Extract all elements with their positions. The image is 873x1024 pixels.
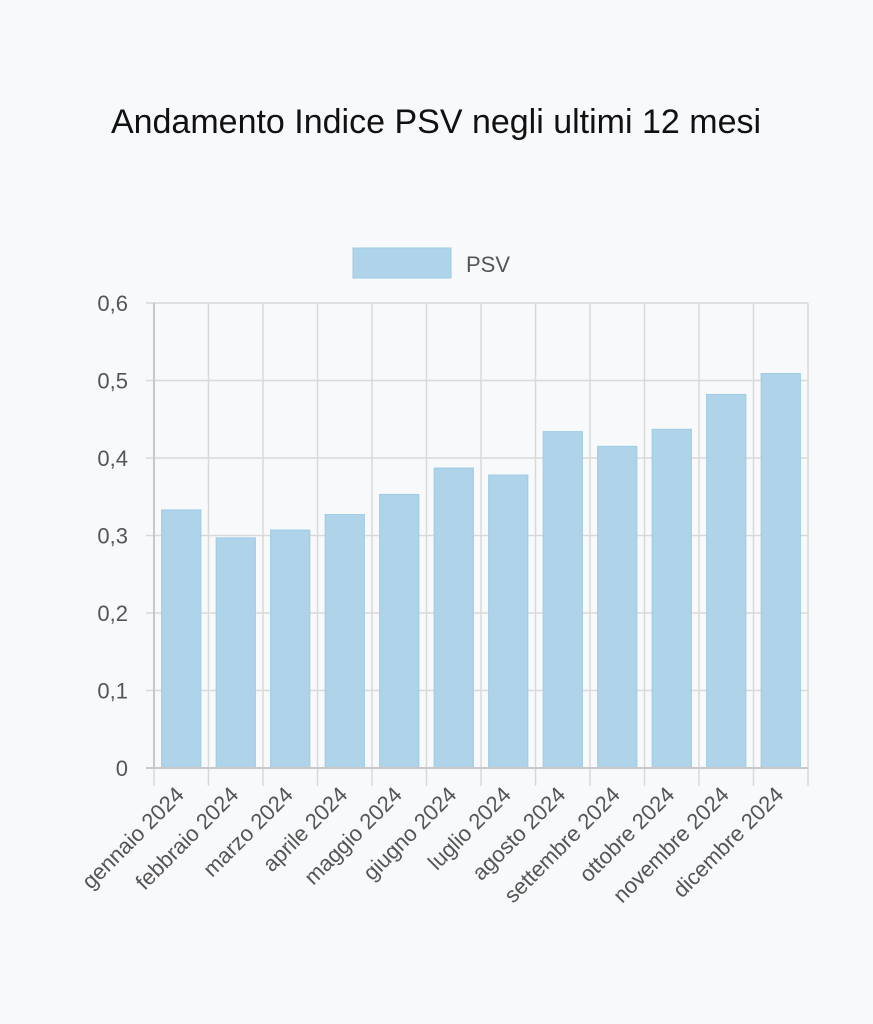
bar-marzo-2024[interactable] <box>270 529 311 769</box>
y-tick-label: 0,3 <box>97 524 128 549</box>
bar-maggio-2024[interactable] <box>379 493 420 769</box>
y-tick-label: 0,5 <box>97 369 128 394</box>
axes <box>146 303 808 769</box>
y-tick-label: 0,6 <box>97 291 128 316</box>
bar-aprile-2024[interactable] <box>324 514 365 769</box>
bar-gennaio-2024[interactable] <box>161 509 202 769</box>
y-tick-label: 0,2 <box>97 601 128 626</box>
bars <box>161 373 801 769</box>
bar-febbraio-2024[interactable] <box>215 537 256 769</box>
bar-novembre-2024[interactable] <box>706 393 747 769</box>
bar-luglio-2024[interactable] <box>488 474 529 769</box>
bar-settembre-2024[interactable] <box>597 445 638 769</box>
y-tick-label: 0 <box>116 756 128 781</box>
legend-swatch[interactable] <box>352 247 452 279</box>
legend[interactable]: PSV <box>352 247 510 279</box>
bar-giugno-2024[interactable] <box>433 467 474 769</box>
bar-dicembre-2024[interactable] <box>760 373 801 769</box>
y-tick-labels: 0 0,1 0,2 0,3 0,4 0,5 0,6 <box>97 291 128 781</box>
bar-ottobre-2024[interactable] <box>651 428 692 769</box>
bar-agosto-2024[interactable] <box>542 431 583 769</box>
y-tick-label: 0,1 <box>97 679 128 704</box>
y-tick-label: 0,4 <box>97 446 128 471</box>
chart-title: Andamento Indice PSV negli ultimi 12 mes… <box>110 103 762 141</box>
legend-label[interactable]: PSV <box>466 252 510 277</box>
